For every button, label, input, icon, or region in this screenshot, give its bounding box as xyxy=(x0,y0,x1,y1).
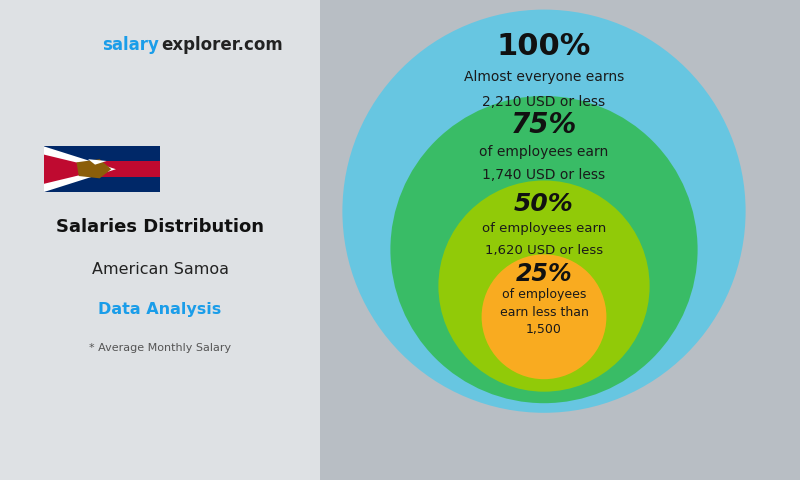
Text: * Average Monthly Salary: * Average Monthly Salary xyxy=(89,343,231,353)
Text: 2,210 USD or less: 2,210 USD or less xyxy=(482,95,606,109)
Text: 1,740 USD or less: 1,740 USD or less xyxy=(482,168,606,182)
Text: American Samoa: American Samoa xyxy=(91,262,229,276)
Text: Salaries Distribution: Salaries Distribution xyxy=(56,218,264,236)
Text: salary: salary xyxy=(102,36,159,54)
Bar xyxy=(44,161,160,178)
Text: earn less than: earn less than xyxy=(499,305,589,319)
Polygon shape xyxy=(44,146,116,192)
Text: of employees: of employees xyxy=(502,288,586,301)
Text: 25%: 25% xyxy=(516,262,572,286)
Text: Almost everyone earns: Almost everyone earns xyxy=(464,70,624,84)
Polygon shape xyxy=(77,159,111,178)
Text: of employees earn: of employees earn xyxy=(482,222,606,235)
FancyBboxPatch shape xyxy=(0,0,320,480)
Text: 100%: 100% xyxy=(497,32,591,60)
Text: 50%: 50% xyxy=(514,192,574,216)
Text: 75%: 75% xyxy=(511,111,577,139)
Polygon shape xyxy=(44,155,104,184)
Text: Data Analysis: Data Analysis xyxy=(98,302,222,317)
Polygon shape xyxy=(88,159,106,165)
Text: 1,620 USD or less: 1,620 USD or less xyxy=(485,244,603,257)
Circle shape xyxy=(438,180,650,392)
Text: explorer.com: explorer.com xyxy=(161,36,282,54)
Circle shape xyxy=(342,10,746,413)
Circle shape xyxy=(482,254,606,379)
Text: of employees earn: of employees earn xyxy=(479,144,609,159)
Text: 1,500: 1,500 xyxy=(526,323,562,336)
Circle shape xyxy=(390,96,698,403)
